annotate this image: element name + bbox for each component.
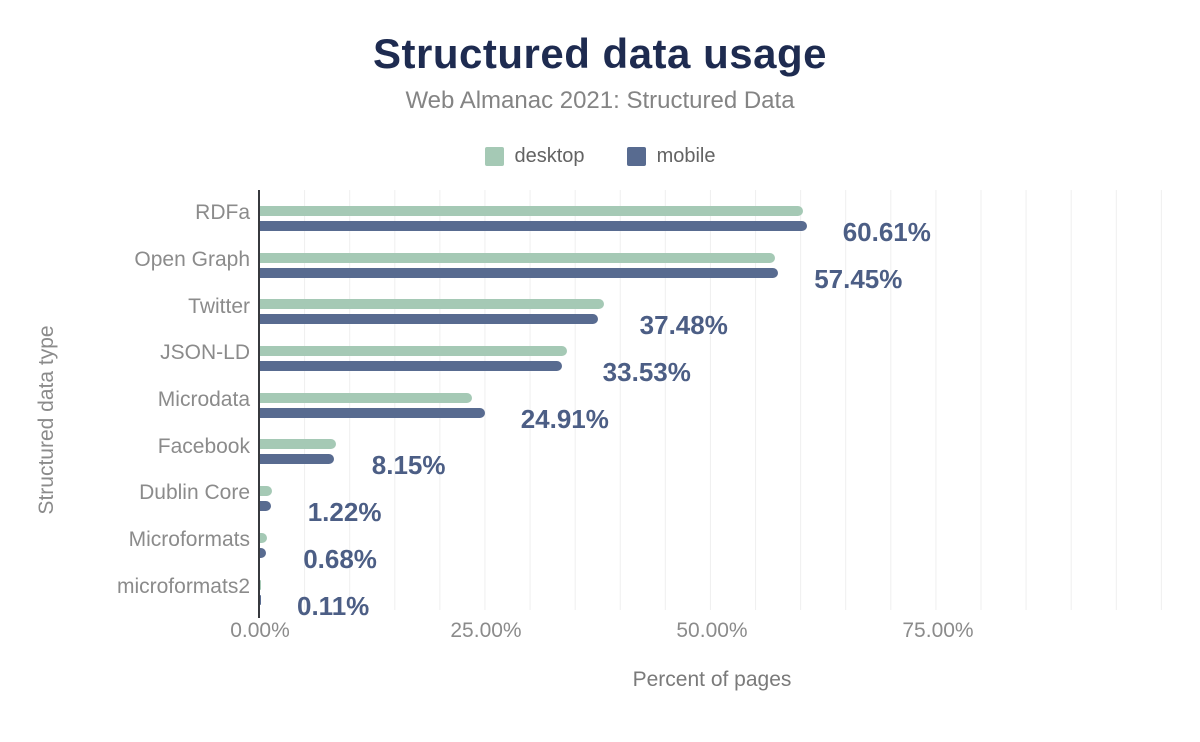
- value-label: 8.15%: [371, 450, 446, 481]
- desktop-bar: [260, 579, 261, 590]
- y-axis-label: Structured data type: [35, 325, 58, 515]
- value-label: 37.48%: [639, 310, 728, 341]
- value-label: 0.11%: [296, 590, 370, 621]
- x-axis-tick: 50.00%: [676, 619, 748, 643]
- chart-grid: RDFa Open Graph Twitter JSON-LD Microdata Fac…: [0, 190, 1200, 619]
- mobile-bar: [260, 267, 779, 278]
- legend-swatch-icon: [626, 146, 646, 166]
- bar-row: 0.11%: [260, 564, 1162, 619]
- mobile-bar: [260, 407, 485, 418]
- category-label: Open Graph: [134, 248, 250, 272]
- category-label: Dublin Core: [139, 481, 250, 505]
- desktop-bar: [260, 439, 336, 450]
- value-label: 33.53%: [602, 357, 691, 388]
- value-label: 24.91%: [520, 403, 609, 434]
- category-label: JSON-LD: [160, 341, 250, 365]
- desktop-bar: [260, 392, 472, 403]
- mobile-bar: [260, 501, 271, 512]
- value-label: 1.22%: [307, 497, 382, 528]
- mobile-bar: [260, 594, 261, 605]
- mobile-bar: [260, 221, 807, 231]
- chart-title: Structured data usage: [373, 30, 827, 77]
- bar-row: 0.68%: [260, 517, 1162, 572]
- legend: desktop mobile: [0, 145, 1200, 167]
- category-label: Microdata: [157, 388, 250, 412]
- bar-row: 8.15%: [260, 423, 1162, 478]
- value-label: 0.68%: [303, 543, 377, 574]
- bar-row: 57.45%: [260, 237, 1162, 292]
- x-axis-ticks: 0.00% 25.00% 50.00% 75.00%: [230, 618, 1164, 644]
- mobile-bar: [260, 361, 563, 372]
- legend-label: desktop: [514, 144, 585, 167]
- x-axis-tick: 75.00%: [902, 619, 974, 643]
- mobile-bar: [260, 454, 334, 465]
- x-axis-tick: 0.00%: [230, 619, 290, 643]
- category-label: Facebook: [157, 434, 250, 458]
- desktop-bar: [260, 486, 272, 497]
- x-axis-tick: 25.00%: [450, 619, 522, 643]
- category-label: microformats2: [116, 574, 250, 598]
- legend-label: mobile: [656, 144, 716, 167]
- desktop-bar: [260, 206, 803, 216]
- x-axis-label: Percent of pages: [632, 668, 792, 692]
- plot-area: 60.61% 57.45% 37.48% 33.53% 24.91% 8.15% 1.22%…: [258, 190, 1162, 619]
- category-label: Microformats: [128, 528, 250, 552]
- bar-chart: Structured data type RDFa Open Graph Twitt…: [0, 190, 1200, 692]
- category-label: Twitter: [188, 294, 250, 318]
- value-label: 57.45%: [814, 263, 903, 294]
- value-label: 60.61%: [842, 217, 931, 247]
- desktop-bar: [260, 346, 567, 357]
- category-labels-column: RDFa Open Graph Twitter JSON-LD Microdata Fac…: [0, 190, 258, 610]
- desktop-bar: [260, 532, 268, 543]
- bar-row: 1.22%: [260, 470, 1162, 525]
- bar-row: 37.48%: [260, 283, 1162, 338]
- desktop-bar: [260, 299, 604, 310]
- mobile-bar: [260, 547, 267, 558]
- chart-subtitle: Web Almanac 2021: Structured Data: [405, 87, 795, 114]
- bar-row: 60.61%: [260, 190, 1162, 245]
- chart-card: Structured data usage Web Almanac 2021: …: [0, 30, 1200, 742]
- legend-item-mobile: mobile: [626, 144, 716, 168]
- desktop-bar: [260, 252, 776, 263]
- bar-row: 33.53%: [260, 330, 1162, 385]
- category-label: RDFa: [195, 201, 250, 225]
- bar-row: 24.91%: [260, 377, 1162, 432]
- mobile-bar: [260, 314, 599, 325]
- legend-item-desktop: desktop: [484, 144, 585, 168]
- legend-swatch-icon: [484, 146, 504, 166]
